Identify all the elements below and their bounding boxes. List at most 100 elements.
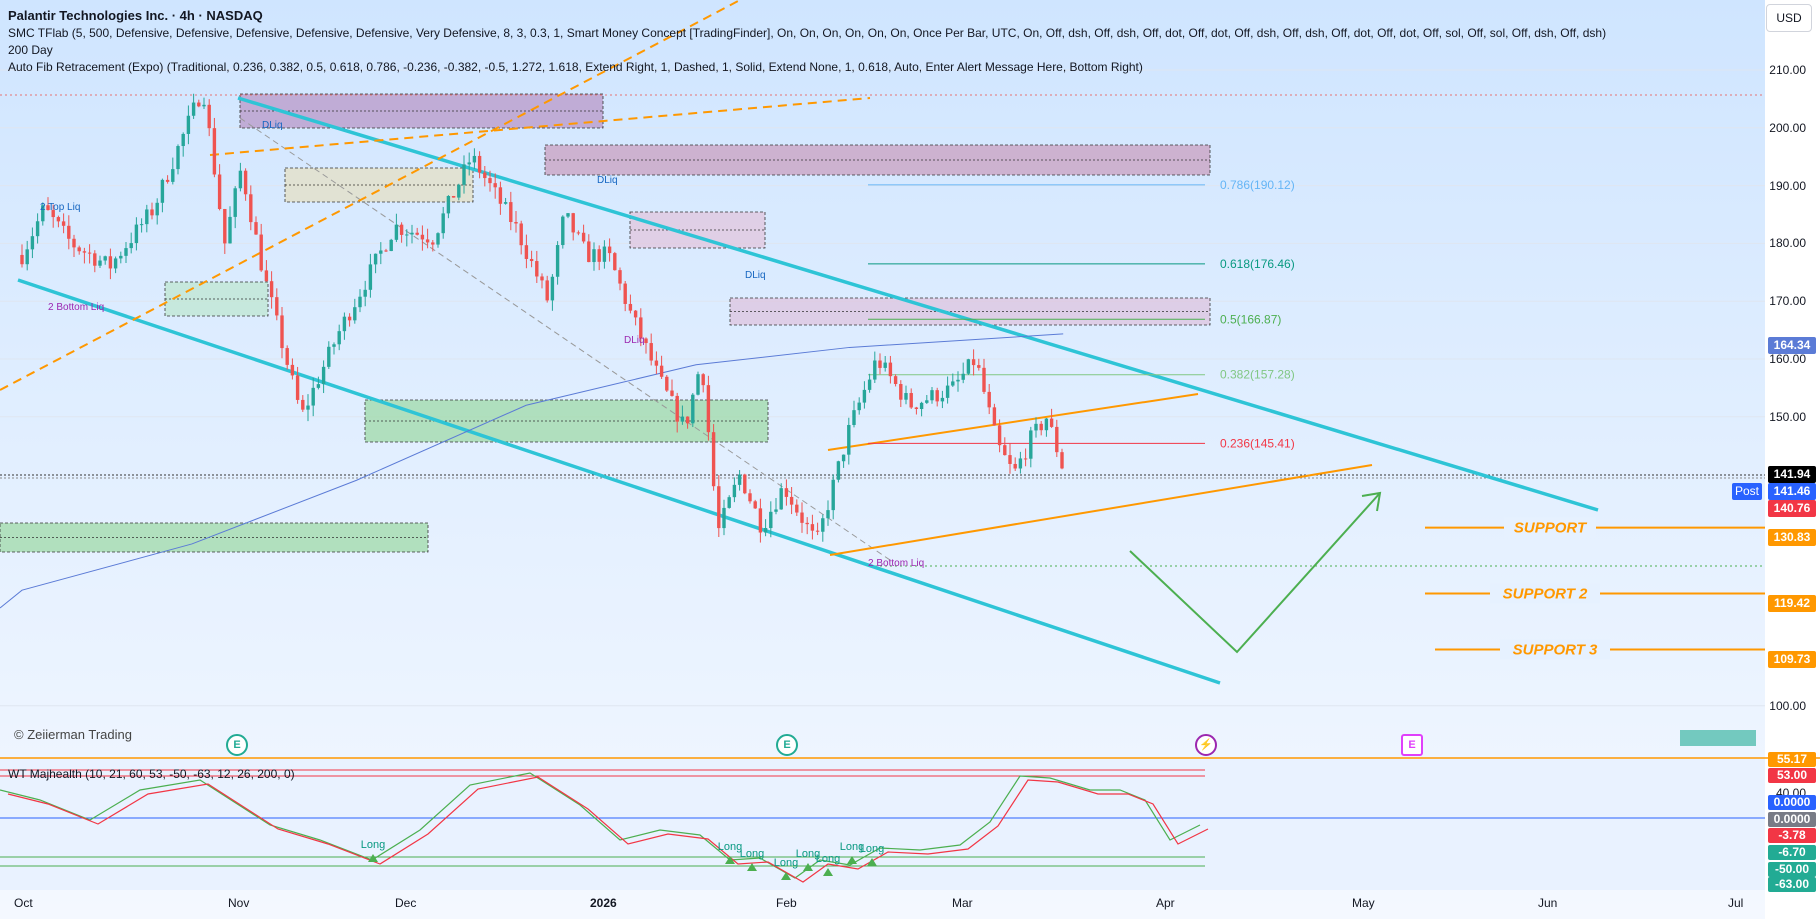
candle-body — [113, 258, 118, 269]
candle-body — [841, 454, 846, 462]
candle-body — [311, 387, 315, 406]
candle-body — [332, 344, 336, 347]
fib-level-label: 0.618(176.46) — [1220, 257, 1295, 271]
indicator-smc-legend[interactable]: SMC TFlab (5, 500, Defensive, Defensive,… — [8, 26, 1607, 40]
candle-body — [155, 202, 159, 216]
earnings-future-icon[interactable]: E — [1401, 734, 1423, 756]
candle-body — [254, 222, 258, 235]
support-label: SUPPORT 2 — [1503, 586, 1588, 603]
candle-body — [186, 115, 191, 134]
candle-body — [342, 316, 347, 332]
candle-body — [555, 245, 560, 277]
candle-body — [769, 511, 773, 529]
price-badge: 119.42 — [1768, 595, 1816, 612]
candle-body — [956, 379, 960, 382]
candle-body — [836, 461, 841, 480]
candle-body — [93, 253, 97, 266]
brand-logo[interactable] — [1680, 730, 1756, 746]
candle-body — [56, 217, 61, 222]
time-tick-label: Feb — [776, 896, 797, 910]
candle-body — [1049, 418, 1054, 427]
candle-body — [607, 246, 612, 254]
earnings-event-icon[interactable]: E — [776, 734, 798, 756]
candle-body — [467, 162, 471, 165]
candle-body — [706, 385, 711, 433]
candle-body — [966, 359, 971, 374]
candle-body — [223, 208, 227, 244]
lightning-event-icon[interactable]: ⚡ — [1195, 734, 1217, 756]
candle-body — [945, 385, 950, 398]
currency-button[interactable]: USD — [1766, 4, 1812, 32]
candle-body — [899, 384, 903, 400]
candle-body — [503, 202, 508, 204]
long-signal-label: Long — [796, 848, 820, 860]
oscillator-title[interactable]: WT Majhealth (10, 21, 60, 53, -50, -63, … — [8, 767, 295, 781]
candle-body — [191, 102, 196, 116]
candle-body — [124, 248, 128, 256]
candle-body — [888, 362, 893, 377]
oscillator-axis-label: -3.78 — [1768, 828, 1816, 843]
candle-body — [763, 528, 768, 533]
price-tick-label: 160.00 — [1769, 352, 1806, 366]
long-signal-label: Long — [740, 848, 764, 860]
candle-body — [821, 518, 825, 532]
projection-arrow-line — [1129, 492, 1381, 654]
candle-body — [150, 209, 154, 216]
candle-body — [1060, 452, 1064, 469]
candle-body — [207, 104, 211, 129]
candle-body — [940, 397, 945, 402]
watermark: © Zeiierman Trading — [14, 727, 132, 742]
price-badge: 141.94 — [1768, 466, 1816, 483]
long-signal-label: Long — [816, 853, 840, 865]
candle-body — [789, 496, 794, 505]
earnings-event-icon[interactable]: E — [226, 734, 248, 756]
candle-body — [82, 251, 87, 253]
time-tick-label: Dec — [395, 896, 417, 910]
oscillator-axis-label: -50.00 — [1768, 862, 1816, 877]
support-label-bg — [1500, 639, 1610, 660]
candle-body — [197, 102, 201, 107]
candle-body — [904, 393, 908, 400]
support-label-bg — [1490, 583, 1600, 604]
long-signal-label: Long — [840, 841, 864, 853]
candle-body — [826, 510, 830, 519]
candle-body — [514, 222, 518, 224]
candle-body — [472, 155, 477, 163]
fib-level-label: 0.786(190.12) — [1220, 178, 1295, 192]
candle-body — [181, 133, 185, 147]
candle-body — [498, 187, 503, 204]
oscillator-axis-label: 0.0000 — [1768, 812, 1816, 827]
candle-body — [35, 221, 40, 237]
order-block-zone — [164, 281, 269, 317]
candle-body — [831, 479, 835, 511]
candle-body — [337, 331, 341, 345]
candle-body — [420, 234, 425, 240]
long-signal-label: Long — [860, 843, 884, 855]
candle-body — [285, 348, 289, 365]
price-tick-label: 210.00 — [1769, 63, 1806, 77]
indicator-fib-legend[interactable]: Auto Fib Retracement (Expo) (Traditional… — [8, 60, 1143, 74]
candle-body — [613, 253, 617, 271]
candle-body — [930, 390, 934, 401]
candle-body — [61, 221, 66, 226]
projection-arrow-head — [1361, 491, 1382, 512]
price-tick-label: 150.00 — [1769, 409, 1806, 424]
candle-body — [160, 179, 165, 203]
oscillator-axis-label: 0.0000 — [1768, 795, 1816, 810]
fib-level-label: 0.382(157.28) — [1220, 368, 1295, 382]
candle-body — [202, 104, 206, 107]
price-badge: 130.83 — [1768, 529, 1816, 546]
price-tick-label: 200.00 — [1769, 120, 1806, 135]
candle-body — [379, 250, 383, 254]
candle-body — [20, 254, 24, 265]
candle-body — [493, 183, 497, 188]
candle-body — [316, 384, 321, 388]
candle-body — [748, 493, 752, 502]
candle-body — [691, 394, 695, 424]
indicator-ma-legend[interactable]: 200 Day — [8, 43, 53, 57]
long-signal-marker — [725, 856, 735, 864]
long-signal-marker — [867, 858, 877, 866]
trend-dashed-line — [209, 97, 871, 156]
candle-body — [384, 250, 388, 252]
candle-body — [784, 488, 789, 497]
